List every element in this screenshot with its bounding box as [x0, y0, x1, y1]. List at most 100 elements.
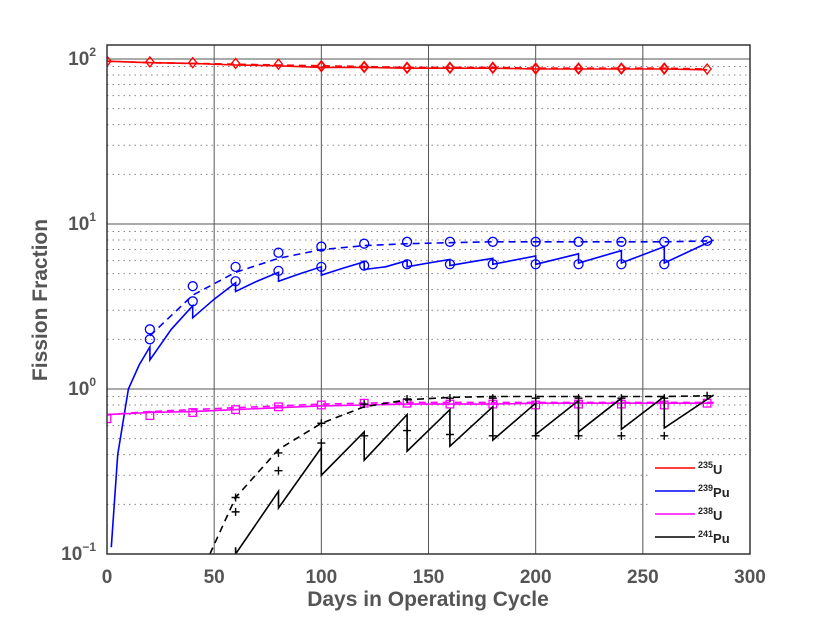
- series-235u-marker: [273, 58, 284, 71]
- series-241pu-marker: [488, 431, 497, 440]
- series-241pu-solid-line: [234, 394, 715, 554]
- series-241pu-marker: [660, 394, 669, 403]
- x-tick-label: 0: [102, 567, 113, 588]
- series-241pu-marker: [574, 394, 583, 403]
- series-239pu-marker: [616, 259, 627, 270]
- series-239pu-marker: [444, 259, 456, 270]
- legend-element: U: [713, 462, 722, 477]
- series-239pu-marker: [530, 236, 541, 247]
- series-239pu-marker: [316, 241, 327, 252]
- series-238u-marker: [145, 411, 155, 421]
- y-tick-exponent: −1: [82, 540, 96, 554]
- series-241pu-marker: [574, 431, 583, 440]
- y-tick-base: 10: [68, 49, 89, 70]
- series-235u-marker: [445, 62, 455, 75]
- legend-mass-number: 235: [698, 460, 713, 470]
- series-239pu-marker: [444, 236, 456, 247]
- series-239pu-marker: [316, 261, 327, 272]
- series-241pu-marker: [274, 448, 283, 457]
- series-239pu-marker: [573, 259, 584, 270]
- x-tick-label: 300: [734, 567, 766, 588]
- series-235u-marker: [659, 62, 670, 76]
- legend-element: Pu: [713, 485, 730, 500]
- legend-element: U: [713, 508, 722, 523]
- series-241pu-marker: [617, 431, 626, 440]
- y-tick-base: 10: [68, 379, 89, 400]
- series-241pu-marker: [403, 394, 412, 403]
- series-235u-marker: [145, 55, 155, 68]
- y-axis-label: Fission Fraction: [29, 219, 52, 381]
- series-241pu-marker: [531, 394, 540, 403]
- grid-lines: [107, 45, 750, 554]
- series-241pu-marker: [231, 493, 240, 502]
- series-235u-solid-line: [107, 60, 708, 71]
- series-239pu-marker: [187, 296, 198, 307]
- series-239pu-marker: [487, 236, 498, 247]
- series-238u-marker: [231, 405, 241, 415]
- series-235u-marker: [316, 60, 327, 73]
- series-241pu-marker: [445, 394, 454, 403]
- plot-frame: [106, 44, 751, 555]
- series-239pu-marker: [487, 259, 498, 270]
- series-235u-marker: [107, 55, 112, 68]
- x-tick-label: 150: [413, 567, 445, 588]
- series-239pu-marker: [616, 236, 627, 247]
- series-238u-solid-line: [107, 402, 714, 416]
- series-239pu-marker: [659, 259, 670, 270]
- series-239pu-marker: [401, 259, 413, 270]
- series-239pu-solid-line: [110, 239, 714, 548]
- y-tick-label: 101: [68, 210, 96, 235]
- legend-label-239pu: 239Pu: [698, 483, 730, 500]
- series-235u-marker: [230, 57, 241, 70]
- series-235u-marker: [616, 62, 627, 76]
- series-239pu-marker: [701, 235, 713, 247]
- series-241pu-marker: [274, 466, 283, 475]
- series-238u-marker: [274, 402, 283, 412]
- series-239pu-marker: [144, 334, 156, 345]
- y-tick-base: 10: [68, 214, 89, 235]
- series-241pu-marker: [531, 431, 540, 440]
- x-tick-label: 200: [520, 567, 552, 588]
- series-238u-marker: [107, 414, 112, 424]
- series-239pu-marker: [401, 236, 413, 247]
- series-241pu-marker: [703, 391, 712, 400]
- x-tick-label: 250: [627, 567, 659, 588]
- series-241pu-marker: [488, 394, 497, 403]
- series-241pu-marker: [360, 400, 369, 409]
- series-239pu-marker: [273, 265, 284, 277]
- series-241pu-marker: [317, 419, 326, 428]
- y-tick-base: 10: [61, 544, 82, 565]
- series-239pu-marker: [530, 259, 541, 270]
- legend-label-235u: 235U: [698, 460, 722, 477]
- legend-element: Pu: [713, 531, 730, 546]
- series-241pu-marker: [445, 430, 454, 439]
- series-241pu-marker: [617, 394, 626, 403]
- series-239pu-marker: [359, 238, 370, 249]
- series-235u-marker: [702, 62, 712, 76]
- y-tick-exponent: 1: [89, 210, 96, 224]
- series-239pu-marker: [144, 324, 156, 335]
- y-tick-exponent: 2: [89, 45, 96, 59]
- legend-mass-number: 239: [698, 483, 713, 493]
- series-241pu-marker: [231, 507, 240, 516]
- legend-mass-number: 241: [698, 529, 713, 539]
- legend-box: [648, 456, 748, 552]
- y-tick-label: 10−1: [61, 540, 96, 565]
- series-241pu-marker: [360, 431, 369, 440]
- series-239pu-marker: [573, 236, 584, 247]
- series-238u-marker: [188, 408, 198, 417]
- y-tick-label: 102: [68, 45, 96, 70]
- x-axis-label: Days in Operating Cycle: [307, 588, 549, 611]
- series-235u-marker: [359, 61, 370, 74]
- series-235u-marker: [573, 62, 584, 76]
- legend-mass-number: 238: [698, 506, 713, 516]
- series-241pu-marker: [403, 426, 412, 435]
- series-group: [107, 55, 715, 554]
- series-238u-marker: [316, 400, 326, 410]
- legend-label-238u: 238U: [698, 506, 722, 523]
- series-241pu-marker: [317, 439, 326, 448]
- y-tick-label: 100: [68, 375, 96, 400]
